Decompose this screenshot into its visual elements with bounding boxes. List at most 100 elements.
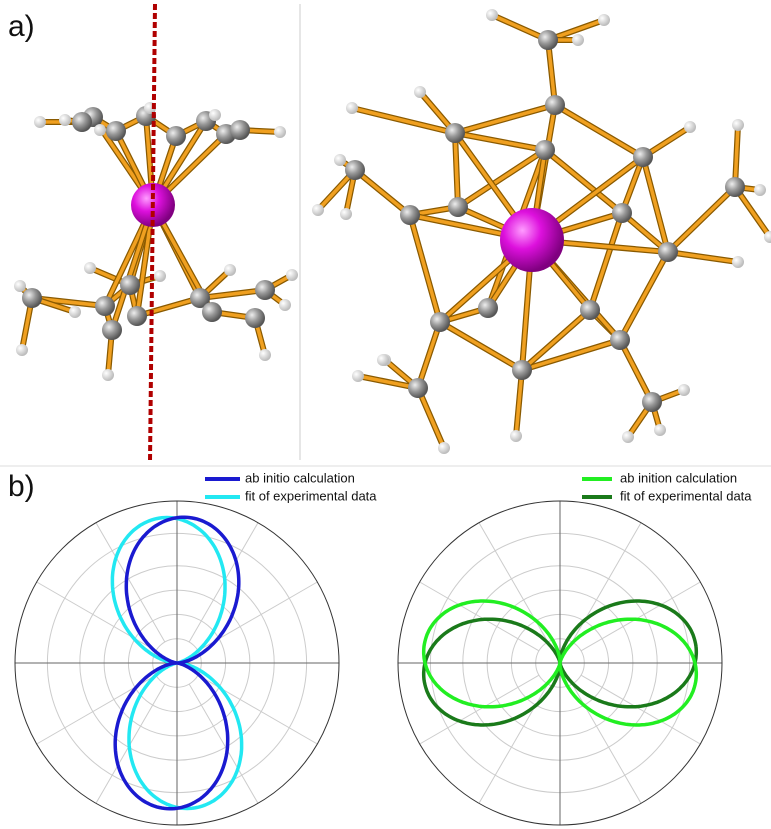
atom: [732, 256, 744, 268]
bond: [135, 296, 202, 318]
atom: [34, 116, 46, 128]
legend-label: ab inition calculation: [620, 470, 737, 485]
atom: [352, 370, 364, 382]
bond: [353, 168, 412, 217]
bond: [416, 386, 446, 450]
atom: [486, 9, 498, 21]
bond: [456, 148, 547, 209]
atom: [512, 360, 532, 380]
polar-plot: [14, 500, 340, 826]
atom: [633, 147, 653, 167]
atom: [500, 208, 564, 272]
legend-label: fit of experimental data: [620, 488, 752, 503]
atom: [334, 154, 346, 166]
atom: [69, 306, 81, 318]
bond: [514, 368, 524, 438]
grid-spoke: [95, 522, 166, 643]
bond: [588, 211, 624, 312]
atom: [448, 197, 468, 217]
panel-label: a): [8, 10, 35, 43]
atom: [377, 354, 389, 366]
grid-spoke: [580, 674, 701, 745]
atom: [202, 302, 222, 322]
curve: [421, 599, 699, 727]
atom: [580, 300, 600, 320]
polar-plot: [397, 500, 723, 826]
atom: [230, 120, 250, 140]
atom: [209, 109, 221, 121]
atom: [538, 30, 558, 50]
bond: [553, 103, 645, 159]
bond: [490, 13, 550, 42]
atom: [245, 308, 265, 328]
atom: [120, 275, 140, 295]
bond: [453, 131, 547, 152]
outer-circle: [14, 500, 340, 826]
atom: [572, 34, 584, 46]
atom: [72, 112, 92, 132]
atom: [340, 208, 352, 220]
legend-label: fit of experimental data: [245, 488, 377, 503]
atom: [445, 123, 465, 143]
grid-spoke: [580, 581, 701, 652]
bond: [416, 320, 442, 390]
atom: [408, 378, 428, 398]
bond: [453, 131, 460, 209]
atom: [102, 320, 122, 340]
bond: [520, 338, 622, 372]
atom: [430, 312, 450, 332]
bond: [733, 185, 771, 239]
atom: [654, 424, 666, 436]
bond: [620, 211, 670, 254]
atom: [732, 119, 744, 131]
atom: [14, 280, 26, 292]
atom: [259, 349, 271, 361]
legend: ab inition calculation fit of experimenta…: [582, 470, 752, 503]
atom: [478, 298, 498, 318]
atom: [438, 442, 450, 454]
atom: [414, 86, 426, 98]
atom: [545, 95, 565, 115]
atom: [274, 126, 286, 138]
grid-spoke: [419, 581, 540, 652]
atom: [622, 431, 634, 443]
atom: [345, 160, 365, 180]
atom: [400, 205, 420, 225]
atom: [610, 330, 630, 350]
atom: [190, 288, 210, 308]
molecule-side-view: [14, 102, 298, 381]
curve: [421, 599, 699, 727]
outer-circle: [397, 500, 723, 826]
bond: [618, 338, 654, 404]
atom: [535, 140, 555, 160]
atom: [255, 280, 275, 300]
bond: [350, 106, 457, 135]
bond: [641, 155, 670, 254]
atom: [764, 231, 771, 243]
atom: [754, 184, 766, 196]
bond: [356, 374, 420, 390]
atom: [224, 264, 236, 276]
atom: [312, 204, 324, 216]
bond: [546, 38, 557, 107]
grid-spoke: [419, 674, 540, 745]
bond: [408, 213, 442, 324]
bond: [438, 320, 524, 372]
atom: [166, 126, 186, 146]
atom: [102, 369, 114, 381]
bond: [666, 250, 740, 264]
grid-spoke: [188, 683, 259, 804]
bond: [666, 185, 737, 254]
atom: [94, 124, 106, 136]
bond: [543, 148, 624, 215]
curve: [110, 515, 244, 811]
legend-label: ab initio calculation: [245, 470, 355, 485]
bond: [618, 250, 670, 342]
axis-line: [148, 3, 157, 463]
atom: [725, 177, 745, 197]
curve: [113, 515, 241, 811]
atom: [346, 102, 358, 114]
atom: [684, 121, 696, 133]
atom: [127, 306, 147, 326]
